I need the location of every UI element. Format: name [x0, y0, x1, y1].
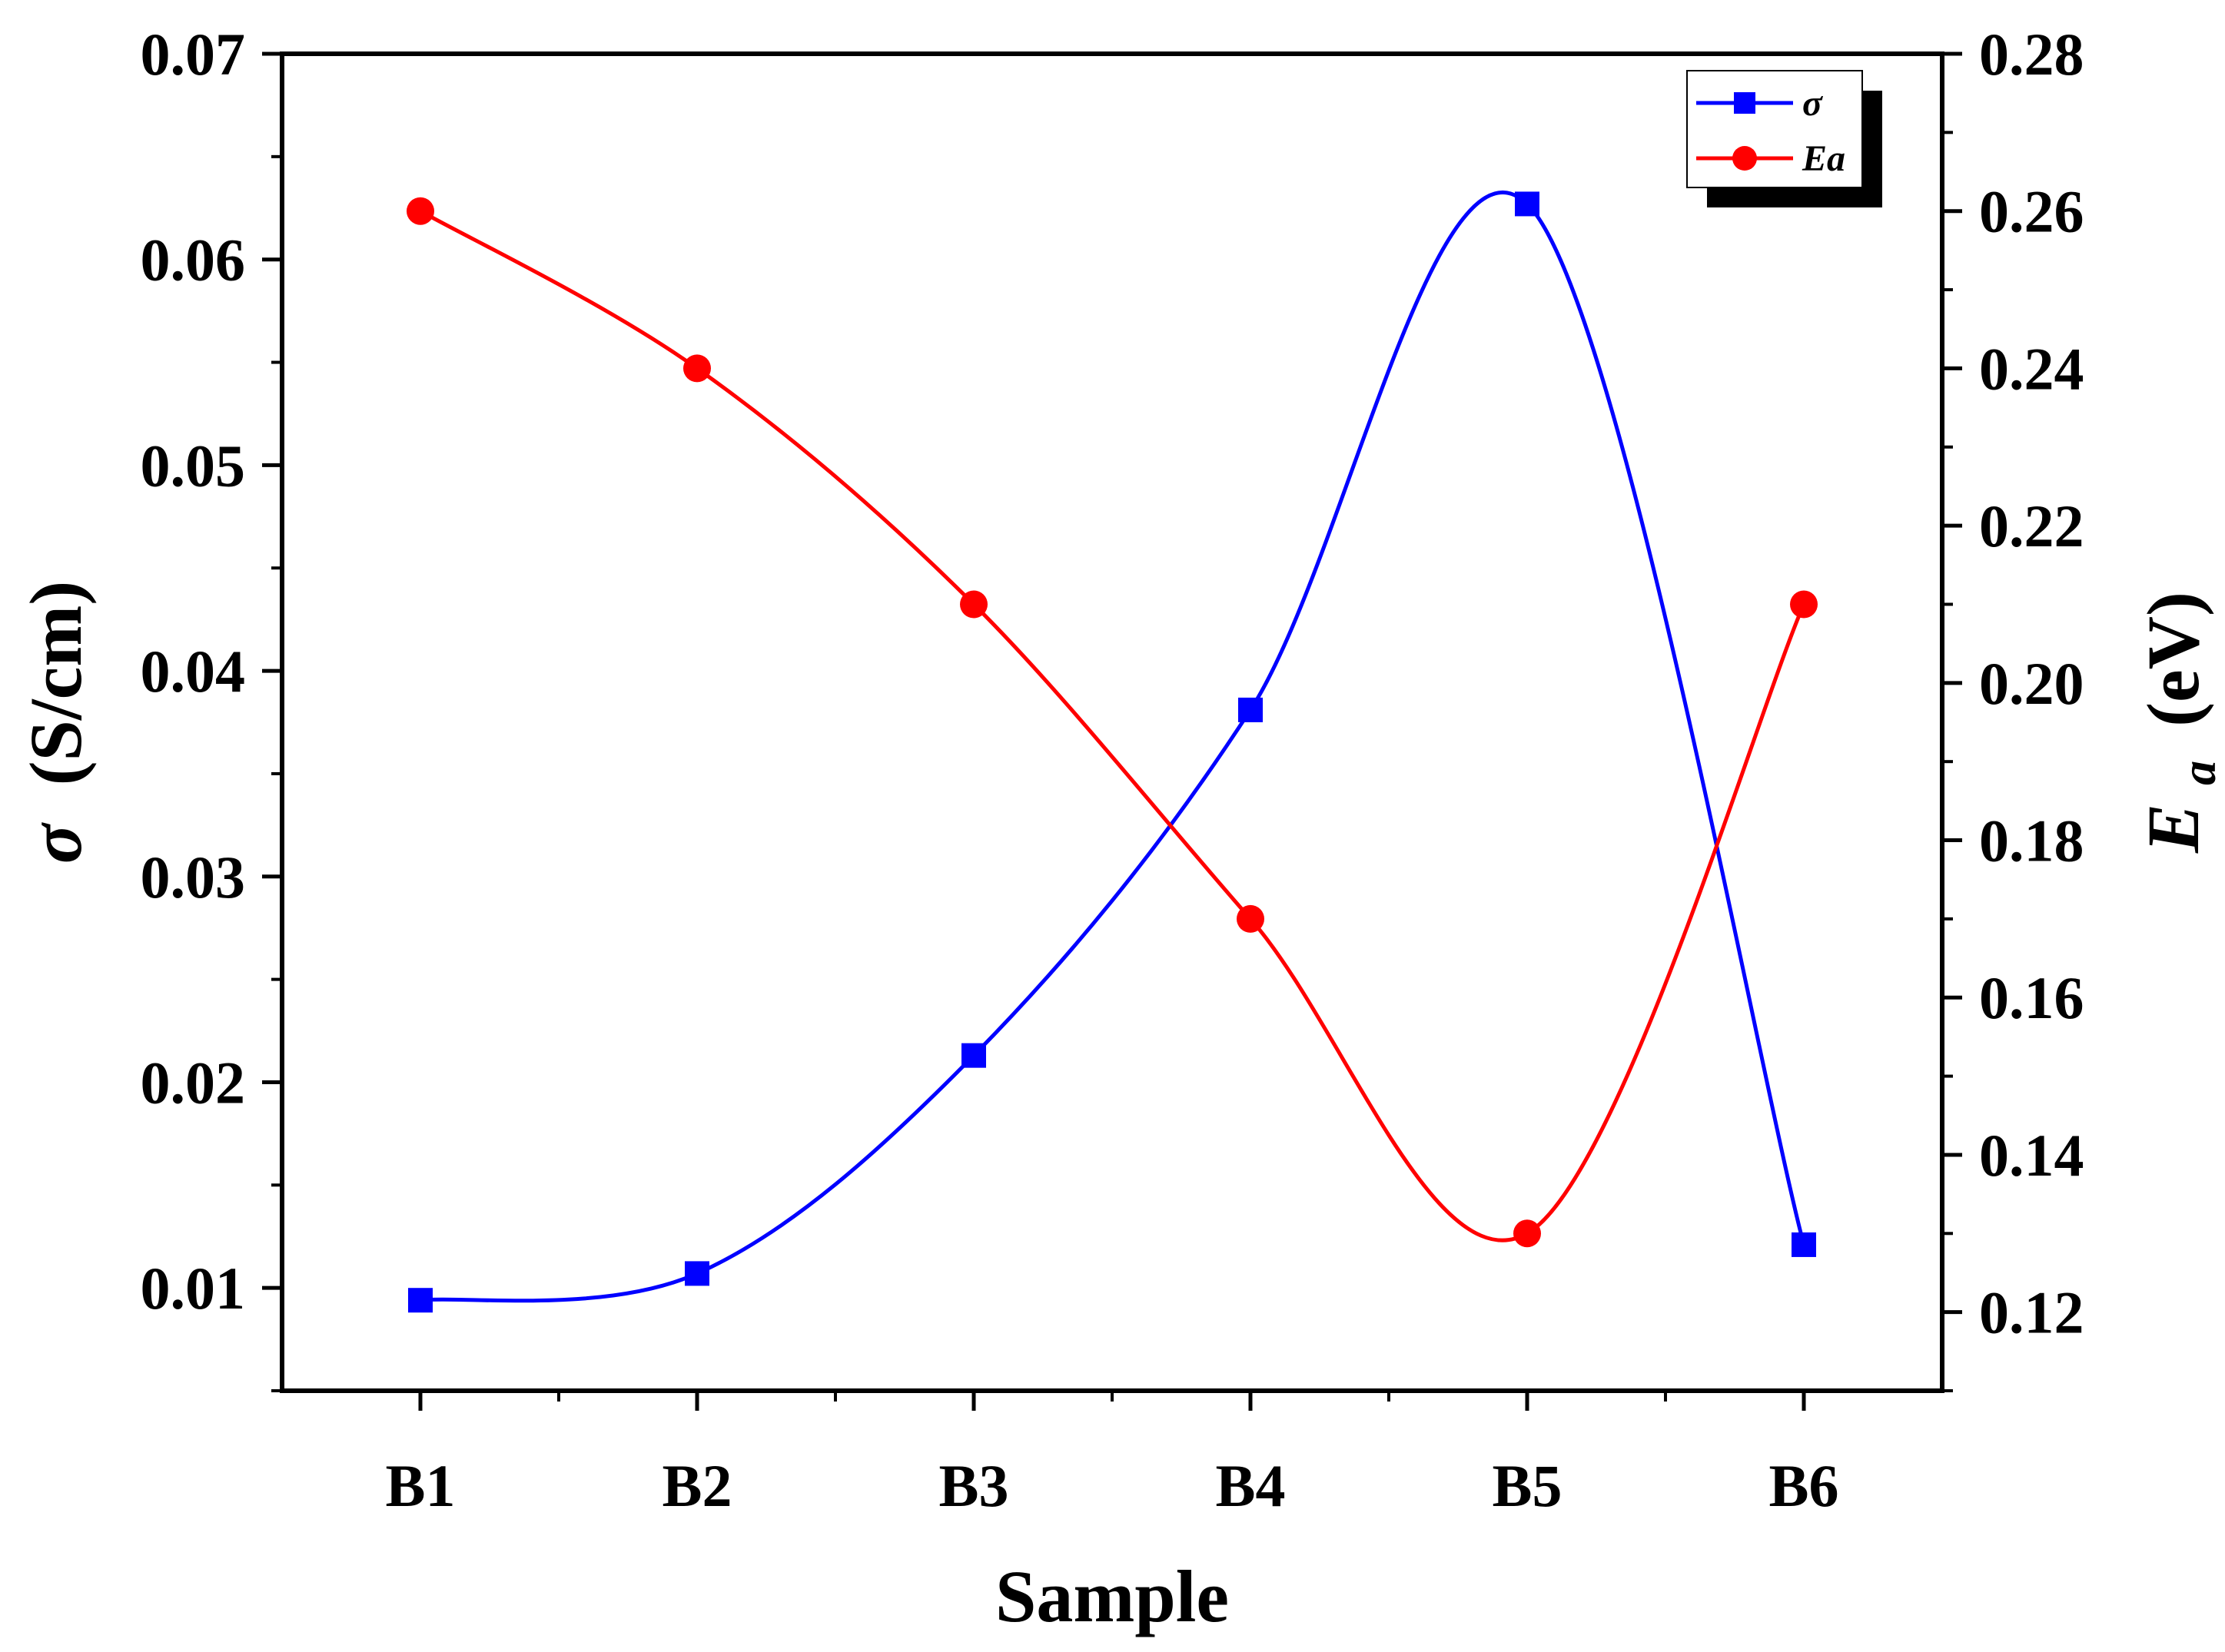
y-right-tick-label: 0.12 [1979, 1279, 2084, 1346]
y-right-tick-label: 0.26 [1979, 178, 2084, 245]
y-right-tick-label: 0.22 [1979, 493, 2084, 559]
series-layer [407, 190, 1818, 1313]
legend-label: Ea [1802, 138, 1845, 179]
legend-marker [1732, 146, 1757, 171]
data-point-ea [1237, 904, 1264, 933]
y-right-tick-label: 0.24 [1979, 335, 2084, 402]
y-left-tick-label: 0.06 [141, 227, 246, 294]
data-point-sigma [1792, 1232, 1816, 1257]
data-point-sigma [685, 1261, 709, 1286]
data-point-ea [407, 197, 434, 225]
legend: σ Ea [1686, 70, 1882, 207]
y-left-tick-label: 0.03 [141, 844, 246, 911]
x-axis: B1 B2 B3 B4 B5 B6 [385, 1391, 1839, 1519]
x-tick-label: B1 [385, 1452, 455, 1519]
x-tick-label: B2 [662, 1452, 732, 1519]
y-axis-right: 0.12 0.14 0.16 0.18 0.20 0.22 0.24 0.26 0.28 [1942, 21, 2084, 1392]
x-tick-label: B4 [1215, 1452, 1285, 1519]
data-point-sigma [1515, 191, 1539, 217]
data-point-ea [1513, 1219, 1541, 1248]
y-right-title-symbol: E [2132, 804, 2214, 854]
y-right-tick-label: 0.28 [1979, 21, 2084, 88]
y-right-tick-label: 0.20 [1979, 650, 2084, 717]
y-left-title-unit: (S/cm) [15, 581, 97, 786]
x-axis-title: Sample [995, 1555, 1229, 1637]
data-point-ea [683, 354, 711, 383]
data-point-sigma [961, 1043, 986, 1068]
y-left-tick-label: 0.07 [141, 21, 246, 88]
legend-box [1686, 70, 1863, 188]
y-right-tick-label: 0.18 [1979, 808, 2084, 874]
y-right-title-unit: (eV) [2132, 592, 2214, 727]
data-point-ea [1790, 590, 1818, 619]
y-left-tick-label: 0.05 [141, 432, 246, 499]
y-right-tick-label: 0.14 [1979, 1122, 2084, 1189]
y-left-tick-label: 0.04 [141, 638, 246, 705]
y-left-tick-label: 0.02 [141, 1049, 246, 1116]
legend-marker [1734, 92, 1755, 114]
x-tick-label: B3 [938, 1452, 1008, 1519]
x-tick-label: B6 [1768, 1452, 1838, 1519]
legend-label: σ [1802, 83, 1823, 124]
y-axis-left: 0.01 0.02 0.03 0.04 0.05 0.06 0.07 [141, 21, 282, 1392]
data-point-sigma [408, 1288, 433, 1313]
y-left-tick-label: 0.01 [141, 1255, 246, 1322]
y-axis-right-title: E a (eV) [2132, 592, 2225, 854]
y-axis-left-title: σ (S/cm) [15, 581, 97, 864]
y-right-tick-label: 0.16 [1979, 964, 2084, 1031]
y-left-title-symbol: σ [15, 822, 97, 864]
x-tick-label: B5 [1492, 1452, 1562, 1519]
data-point-ea [960, 590, 988, 619]
data-point-sigma [1238, 697, 1263, 722]
y-right-title-subscript: a [2171, 761, 2225, 785]
